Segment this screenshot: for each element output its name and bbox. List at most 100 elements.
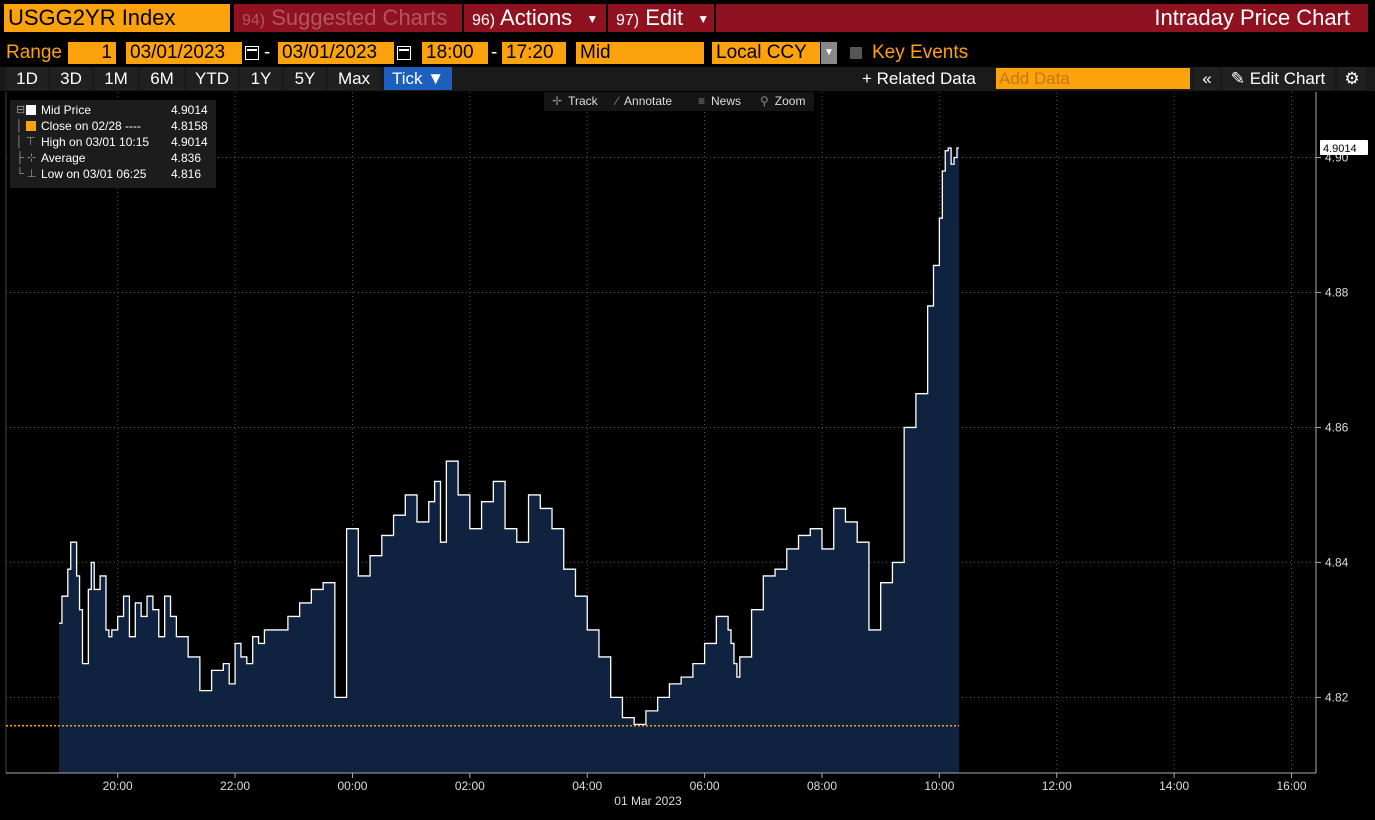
pencil-icon: ∕ <box>616 94 619 108</box>
track-tool[interactable]: ✛ Track <box>552 92 598 111</box>
legend-value: 4.9014 <box>171 103 208 117</box>
period-5y[interactable]: 5Y <box>284 67 326 90</box>
low-marker-icon: └ ⊥ <box>16 168 37 180</box>
calendar-icon[interactable] <box>245 46 259 60</box>
edit-chart-button[interactable]: ✎ Edit Chart <box>1222 67 1334 90</box>
legend-value: 4.8158 <box>171 119 208 133</box>
collapse-icon[interactable]: « <box>1194 67 1220 90</box>
chevron-down-icon[interactable]: ▼ <box>821 42 837 64</box>
menu-number: 96) <box>472 12 496 29</box>
pencil-icon: ✎ <box>1230 69 1245 88</box>
ticker-field[interactable]: USGG2YR Index <box>4 4 230 32</box>
actions-menu[interactable]: 96) Actions ▼ <box>464 4 606 32</box>
calendar-icon[interactable] <box>397 46 411 60</box>
tool-label: Annotate <box>624 94 673 108</box>
period-1y[interactable]: 1Y <box>240 67 282 90</box>
x-tick-label: 10:00 <box>924 779 954 793</box>
currency-select[interactable]: Local CCY <box>712 42 820 64</box>
period-max[interactable]: Max <box>328 67 380 90</box>
edit-chart-label: Edit Chart <box>1249 69 1326 88</box>
crosshair-icon: ✛ <box>552 94 563 108</box>
suggested-charts-menu[interactable]: 94) Suggested Charts <box>234 4 462 32</box>
caret-down-icon: ▼ <box>697 12 710 27</box>
menu-label: Suggested Charts <box>271 5 448 30</box>
white-swatch-icon <box>26 105 36 115</box>
start-time-field[interactable]: 18:00 <box>422 42 488 64</box>
period-3d[interactable]: 3D <box>50 67 92 90</box>
tool-label: News <box>711 94 742 108</box>
x-tick-label: 22:00 <box>220 779 250 793</box>
period-6m[interactable]: 6M <box>140 67 184 90</box>
x-tick-label: 20:00 <box>103 779 133 793</box>
date-label: 01 Mar 2023 <box>614 794 682 808</box>
x-tick-label: 00:00 <box>337 779 367 793</box>
start-date-field[interactable]: 03/01/2023 <box>126 42 242 64</box>
key-events-label: Key Events <box>872 42 969 63</box>
page-title: Intraday Price Chart <box>716 4 1368 32</box>
menu-number: 97) <box>616 12 640 29</box>
legend-value: 4.816 <box>171 167 202 181</box>
legend-name: Mid Price <box>41 103 92 117</box>
legend-row[interactable]: └ ⊥ Low on 03/01 06:25 4.816 <box>10 166 216 182</box>
x-tick-label: 16:00 <box>1277 779 1307 793</box>
mid-price-area <box>59 148 959 774</box>
last-value-badge <box>1320 140 1368 156</box>
orange-swatch-icon <box>26 121 36 131</box>
legend-name: Low on 03/01 06:25 <box>41 167 147 181</box>
high-marker-icon: │ ⊤ <box>16 136 36 148</box>
tree-line-icon: │ <box>16 120 23 132</box>
range-label: Range <box>6 42 62 63</box>
legend-value: 4.836 <box>171 151 202 165</box>
menu-label: Actions <box>500 5 573 30</box>
end-time-field[interactable]: 17:20 <box>502 42 566 64</box>
x-tick-label: 02:00 <box>455 779 485 793</box>
annotate-tool[interactable]: ∕ Annotate <box>616 92 672 111</box>
menu-number: 94) <box>242 12 266 29</box>
period-toolbar: 1D 3D 1M 6M YTD 1Y 5Y Max Tick ▼ + Relat… <box>0 67 1375 91</box>
news-tool[interactable]: ≡ News <box>698 92 741 111</box>
edit-menu[interactable]: 97) Edit ▼ <box>608 4 714 32</box>
magnifier-icon: ⚲ <box>760 94 769 108</box>
chart-legend: ⊟ Mid Price 4.9014 │ Close on 02/28 ----… <box>10 100 216 188</box>
last-value-label: 4.9014 <box>1323 143 1357 155</box>
sym-bracket-icon: ⊟ <box>16 104 26 116</box>
x-tick-label: 08:00 <box>807 779 837 793</box>
legend-row[interactable]: ⊟ Mid Price 4.9014 <box>10 102 216 118</box>
header-bar: USGG2YR Index 94) Suggested Charts 96) A… <box>0 0 1375 36</box>
y-tick-label: 4.82 <box>1325 690 1349 704</box>
menu-label: Edit <box>645 5 684 30</box>
legend-name: Close on 02/28 ---- <box>41 119 142 133</box>
legend-name: High on 03/01 10:15 <box>41 135 150 149</box>
range-value-field[interactable]: 1 <box>68 42 116 64</box>
key-events-checkbox[interactable] <box>850 47 862 59</box>
x-tick-label: 12:00 <box>1042 779 1072 793</box>
period-tick-dropdown[interactable]: Tick ▼ <box>384 67 452 90</box>
tool-label: Zoom <box>774 94 806 108</box>
tool-label: Track <box>568 94 598 108</box>
legend-value: 4.9014 <box>171 135 208 149</box>
y-tick-label: 4.88 <box>1325 285 1349 299</box>
related-data-button[interactable]: + Related Data <box>862 69 976 88</box>
x-tick-label: 04:00 <box>572 779 602 793</box>
zoom-tool[interactable]: ⚲ Zoom <box>760 92 805 111</box>
range-controls: Range 1 03/01/2023 - 03/01/2023 18:00 - … <box>0 40 1375 66</box>
settings-gear-icon[interactable]: ⚙ <box>1338 67 1366 90</box>
average-marker-icon: ├ ⊹ <box>16 152 37 164</box>
y-tick-label: 4.86 <box>1325 420 1349 434</box>
period-1m[interactable]: 1M <box>94 67 138 90</box>
add-data-input[interactable] <box>996 68 1190 89</box>
legend-name: Average <box>41 151 86 165</box>
legend-row[interactable]: ├ ⊹ Average 4.836 <box>10 150 216 166</box>
end-date-field[interactable]: 03/01/2023 <box>278 42 394 64</box>
period-1d[interactable]: 1D <box>6 67 48 90</box>
x-tick-label: 06:00 <box>690 779 720 793</box>
chart-tools: ✛ Track ∕ Annotate ≡ News ⚲ Zoom <box>544 92 814 111</box>
y-tick-label: 4.84 <box>1325 555 1349 569</box>
period-ytd[interactable]: YTD <box>186 67 238 90</box>
x-tick-label: 14:00 <box>1159 779 1189 793</box>
price-type-field[interactable]: Mid <box>576 42 704 64</box>
caret-down-icon: ▼ <box>586 12 599 27</box>
legend-row[interactable]: │ Close on 02/28 ---- 4.8158 <box>10 118 216 134</box>
legend-row[interactable]: │ ⊤ High on 03/01 10:15 4.9014 <box>10 134 216 150</box>
